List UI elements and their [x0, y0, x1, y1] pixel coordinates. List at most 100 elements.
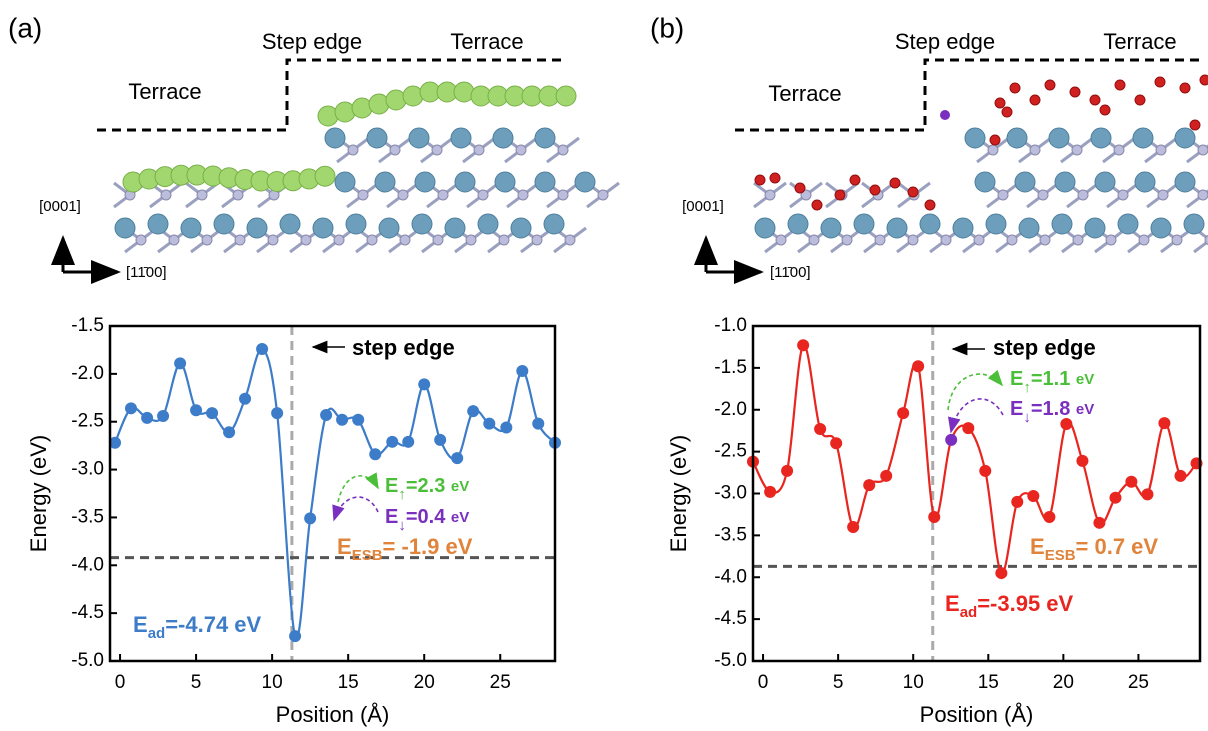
annotation-part: E [385, 475, 398, 497]
annotation: EESB= 0.7 eV [1030, 534, 1158, 565]
atom [202, 235, 212, 245]
atom [875, 235, 885, 245]
atom [598, 190, 608, 200]
water-atom [908, 187, 918, 197]
atom [313, 218, 333, 238]
atom [478, 214, 498, 234]
data-point [1076, 455, 1088, 467]
atom [1007, 235, 1017, 245]
data-point [223, 426, 235, 438]
atom [1019, 218, 1039, 238]
adatom [940, 110, 950, 120]
data-point [781, 465, 793, 477]
data-point [1141, 488, 1153, 500]
atom [367, 235, 377, 245]
annotation-part: =1.8 [1031, 398, 1076, 420]
water-atom [1115, 80, 1125, 90]
data-point [289, 630, 301, 642]
x-tick-label: 20 [414, 672, 435, 693]
annotation-part: =1.1 [1031, 368, 1076, 390]
atom [1091, 128, 1111, 148]
atom [1198, 145, 1208, 155]
x-tick-label: 0 [758, 672, 769, 693]
annotation-part: ↓ [398, 517, 406, 534]
atom [1040, 235, 1050, 245]
y-tick-label: -4.0 [714, 566, 747, 587]
annotation-part: =-4.74 eV [165, 612, 261, 637]
atom [1158, 190, 1168, 200]
chart: -5.0-4.5-4.0-3.5-3.0-2.5-2.0-1.505101520… [26, 315, 561, 727]
atom [1049, 128, 1069, 148]
water-atom [1100, 105, 1110, 115]
atom [535, 172, 555, 192]
x-axis-title: Position (Å) [276, 702, 390, 727]
data-point [532, 418, 544, 430]
annotation-part: eV [1076, 401, 1094, 418]
atom [379, 218, 399, 238]
y-tick-label: -3.0 [714, 483, 747, 504]
atom [1184, 214, 1204, 234]
atom [301, 235, 311, 245]
data-point [304, 512, 316, 524]
atom [197, 190, 207, 200]
atom [1172, 235, 1182, 245]
y-axis-title: Energy (eV) [666, 435, 691, 552]
atom [953, 218, 973, 238]
atom [409, 128, 429, 148]
atom [1015, 172, 1035, 192]
data-point [483, 418, 495, 430]
annotation-part: ↑ [398, 486, 406, 503]
atom [988, 145, 998, 155]
atom [1085, 218, 1105, 238]
atom [169, 235, 179, 245]
data-point [271, 407, 283, 419]
water-atom [812, 200, 822, 210]
data-point [141, 412, 153, 424]
atom [398, 190, 408, 200]
data-point [979, 465, 991, 477]
water-atom [1200, 75, 1208, 85]
y-tick-label: -1.0 [714, 315, 747, 336]
annotation-part: ↓ [1023, 409, 1031, 426]
atom [367, 128, 387, 148]
atom [1118, 190, 1128, 200]
data-point [1174, 470, 1186, 482]
annotation: step edge [993, 335, 1096, 360]
annotation: Ead=-3.95 eV [945, 591, 1074, 622]
data-point [174, 357, 186, 369]
annotation-part: step edge [993, 335, 1096, 360]
atom [908, 235, 918, 245]
panel-label: (a) [8, 12, 42, 43]
data-point [897, 407, 909, 419]
y-tick-label: -1.5 [714, 357, 747, 378]
atom [358, 190, 368, 200]
y-tick-label: -5.0 [714, 650, 747, 671]
y-tick-label: -4.5 [71, 602, 104, 623]
x-tick-label: 15 [978, 672, 999, 693]
water-atom [795, 183, 805, 193]
data-point [962, 422, 974, 434]
y-tick-label: -2.0 [714, 399, 747, 420]
x-tick-label: 0 [115, 672, 126, 693]
water-atom [995, 98, 1005, 108]
atom [445, 218, 465, 238]
atom [1135, 172, 1155, 192]
data-point [434, 434, 446, 446]
atom [965, 128, 985, 148]
terrace-label: Terrace [450, 29, 523, 54]
atom [455, 172, 475, 192]
water-atom [755, 175, 765, 185]
atom [474, 145, 484, 155]
atom [1175, 172, 1195, 192]
data-point [830, 437, 842, 449]
atom [986, 214, 1006, 234]
data-point [1043, 511, 1055, 523]
atom [115, 218, 135, 238]
x-tick-label: 10 [262, 672, 283, 693]
data-point [451, 452, 463, 464]
atom [1106, 235, 1116, 245]
x-tick-label: 5 [191, 672, 202, 693]
atom [334, 235, 344, 245]
annotation-part: = 0.7 eV [1076, 534, 1159, 559]
structure-labels: (a) Terrace Step edge Terrace [0001] [11… [8, 12, 1177, 281]
